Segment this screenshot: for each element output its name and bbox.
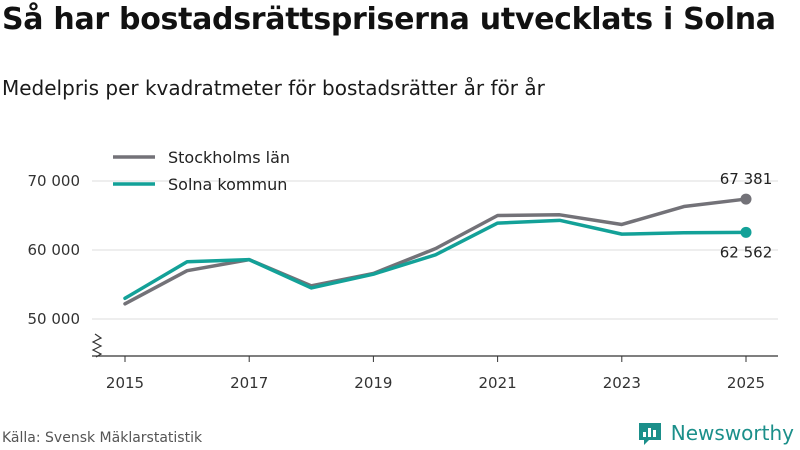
- y-tick-label: 70 000: [28, 172, 81, 190]
- x-tick-label: 2025: [727, 374, 765, 392]
- series-end-point: [740, 226, 752, 238]
- end-value-label: 67 381: [720, 170, 773, 188]
- x-tick-label: 2023: [603, 374, 641, 392]
- newsworthy-logo-icon: [638, 423, 661, 445]
- brand-logo: Newsworthy: [637, 420, 794, 446]
- x-tick-label: 2015: [106, 374, 144, 392]
- series-line-stockholm: [123, 197, 748, 306]
- series-end-point: [740, 193, 752, 205]
- x-tick-label: 2019: [354, 374, 392, 392]
- x-tick-label: 2021: [479, 374, 517, 392]
- legend-label: Stockholms län: [168, 148, 290, 167]
- legend-label: Solna kommun: [168, 175, 287, 194]
- x-tick-label: 2017: [230, 374, 268, 392]
- series-line-solna: [123, 218, 748, 301]
- chart-subtitle: Medelpris per kvadratmeter för bostadsrä…: [2, 76, 545, 100]
- y-tick-label: 60 000: [28, 241, 81, 259]
- end-value-label: 62 562: [720, 243, 773, 261]
- chart-title: Så har bostadsrättspriserna utvecklats i…: [2, 2, 776, 37]
- brand-name: Newsworthy: [670, 421, 794, 445]
- source-note: Källa: Svensk Mäklarstatistik: [2, 430, 203, 446]
- y-tick-label: 50 000: [28, 310, 81, 328]
- axis-break-icon: [91, 333, 103, 358]
